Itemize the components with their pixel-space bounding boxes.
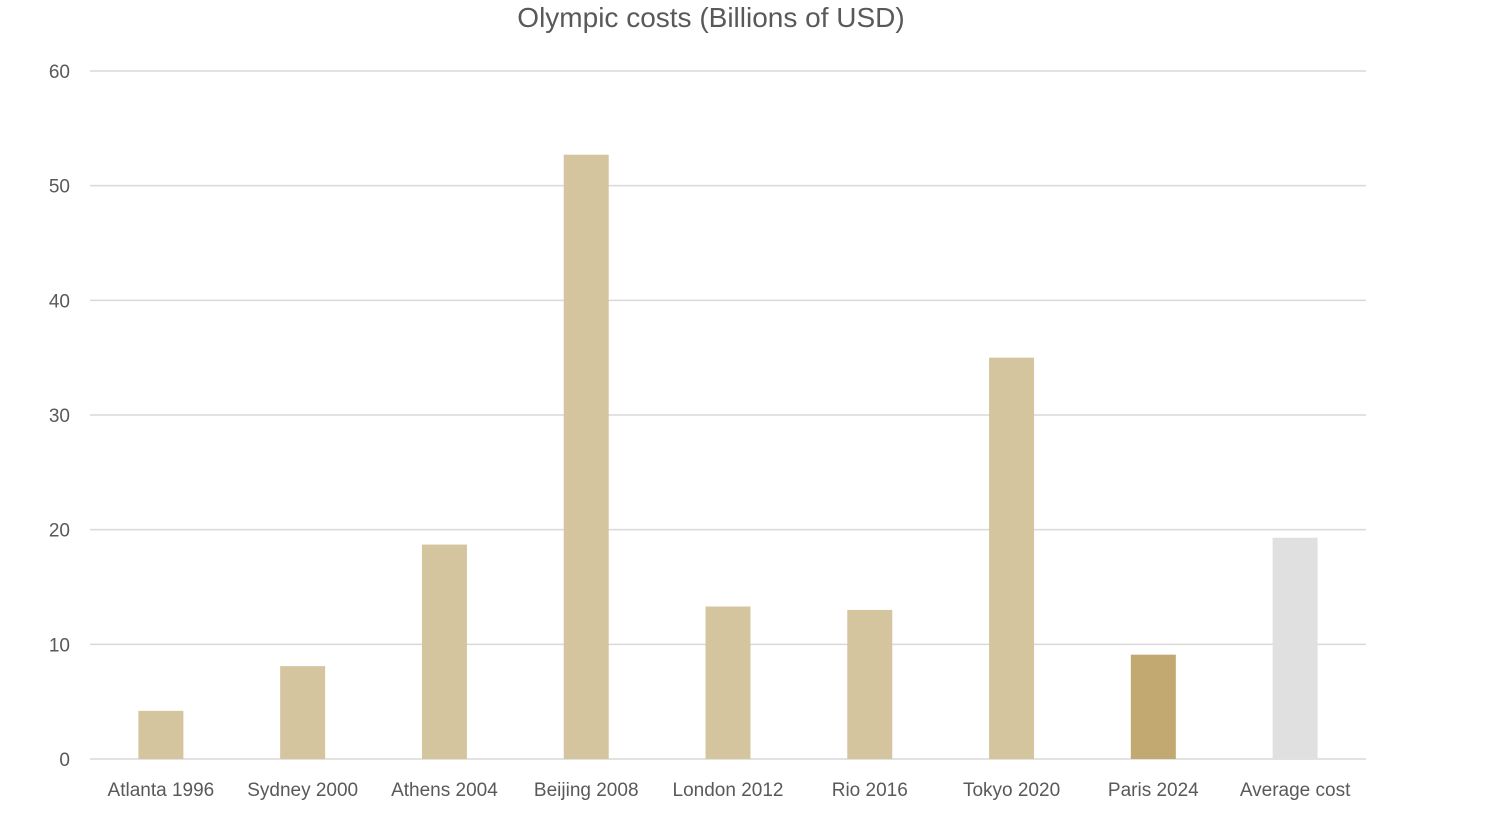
y-axis-tick-labels: 0 10 20 30 40 50 60 [49, 62, 70, 771]
x-tick-label: Average cost [1240, 780, 1351, 801]
y-tick-label: 10 [49, 635, 70, 656]
x-tick-label: Paris 2024 [1108, 780, 1199, 801]
bar-london-2012 [705, 606, 751, 759]
y-tick-label: 40 [49, 291, 70, 312]
bar-rio-2016 [847, 609, 893, 759]
x-tick-label: Atlanta 1996 [108, 780, 215, 801]
x-tick-label: Rio 2016 [832, 780, 908, 801]
chart-title: Olympic costs (Billions of USD) [517, 2, 905, 33]
bar-athens-2004 [421, 544, 467, 759]
y-tick-label: 50 [49, 177, 70, 198]
x-tick-label: London 2012 [673, 780, 784, 801]
bar-tokyo-2020 [989, 357, 1035, 759]
y-tick-label: 30 [49, 406, 70, 427]
x-tick-label: Tokyo 2020 [963, 780, 1060, 801]
y-tick-label: 0 [59, 750, 70, 771]
x-tick-label: Athens 2004 [391, 780, 498, 801]
y-tick-label: 60 [49, 62, 70, 83]
bar-average-cost [1272, 537, 1318, 759]
bar-sydney-2000 [280, 666, 326, 759]
x-tick-label: Sydney 2000 [247, 780, 358, 801]
bar-beijing-2008 [563, 154, 609, 759]
x-tick-label: Beijing 2008 [534, 780, 639, 801]
x-axis-tick-labels: Atlanta 1996 Sydney 2000 Athens 2004 Beijin… [108, 780, 1352, 801]
bars [138, 154, 1318, 759]
bar-paris-2024 [1130, 654, 1176, 759]
bar-atlanta-1996 [138, 710, 184, 759]
y-tick-label: 20 [49, 521, 70, 542]
